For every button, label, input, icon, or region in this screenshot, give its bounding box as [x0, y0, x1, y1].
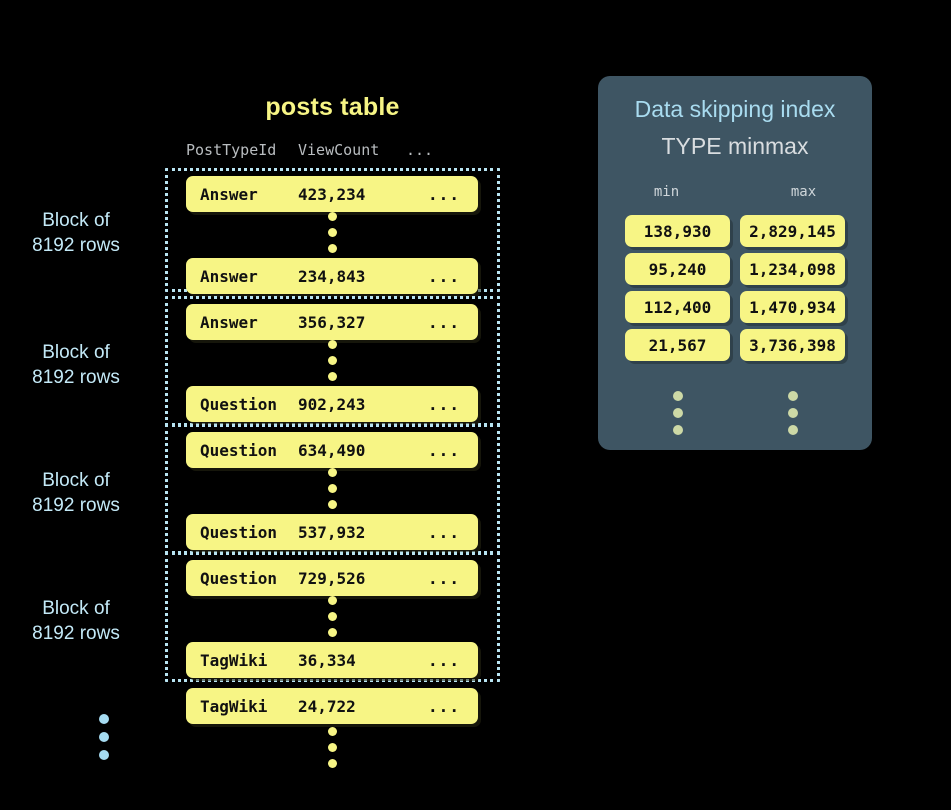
- index-min-value[interactable]: 95,240: [625, 253, 730, 285]
- cell-viewcount: 356,327: [298, 312, 366, 332]
- index-max-value[interactable]: 1,470,934: [740, 291, 845, 323]
- table-bottom-ellipsis-icon: [327, 727, 337, 768]
- block-label-4: Block of 8192 rows: [0, 596, 152, 646]
- blocks-continue-ellipsis-icon: [99, 714, 109, 760]
- index-max-value[interactable]: 2,829,145: [740, 215, 845, 247]
- cell-posttypeid: Answer: [200, 184, 258, 204]
- cell-more: ...: [428, 650, 460, 670]
- table-row[interactable]: Question 729,526 ...: [186, 560, 478, 596]
- cell-more: ...: [428, 440, 460, 460]
- cell-viewcount: 234,843: [298, 266, 366, 286]
- column-header-viewcount: ViewCount: [298, 141, 380, 159]
- cell-viewcount: 634,490: [298, 440, 366, 460]
- index-max-value[interactable]: 1,234,098: [740, 253, 845, 285]
- index-panel-subtitle: TYPE minmax: [661, 133, 809, 159]
- block-label-4-line2: 8192 rows: [32, 623, 120, 644]
- row-ellipsis-icon: [327, 596, 337, 637]
- block-label-1-line2: 8192 rows: [32, 235, 120, 256]
- block-label-3-line1: Block of: [42, 470, 110, 491]
- cell-posttypeid: TagWiki: [200, 650, 268, 670]
- table-row-trailing[interactable]: TagWiki 24,722 ...: [186, 688, 478, 724]
- data-skipping-index-panel: Data skipping index TYPE minmax min max …: [598, 76, 872, 450]
- index-rows-list: 138,930 2,829,145 95,240 1,234,098 112,4…: [625, 215, 845, 361]
- table-row[interactable]: Answer 356,327 ...: [186, 304, 478, 340]
- index-min-value[interactable]: 138,930: [625, 215, 730, 247]
- cell-viewcount: 423,234: [298, 184, 366, 204]
- block-label-2-line1: Block of: [42, 342, 110, 363]
- cell-viewcount: 902,243: [298, 394, 366, 414]
- posts-table-section: posts table PostTypeId ViewCount ... Blo…: [0, 93, 500, 768]
- cell-more: ...: [428, 266, 460, 286]
- index-row: 95,240 1,234,098: [625, 253, 845, 285]
- cell-more: ...: [428, 312, 460, 332]
- cell-posttypeid: Question: [200, 568, 278, 588]
- cell-posttypeid: Question: [200, 522, 278, 542]
- index-ellipsis-row: [625, 391, 845, 435]
- table-row[interactable]: Question 902,243 ...: [186, 386, 478, 422]
- cell-viewcount: 729,526: [298, 568, 366, 588]
- index-column-header-max: max: [790, 184, 817, 200]
- index-max-ellipsis-icon: [740, 391, 845, 435]
- index-column-headers: min max: [598, 184, 872, 200]
- cell-posttypeid: Answer: [200, 312, 258, 332]
- cell-more: ...: [428, 568, 460, 588]
- block-label-3: Block of 8192 rows: [0, 468, 152, 518]
- index-min-ellipsis-icon: [625, 391, 730, 435]
- row-ellipsis-icon: [327, 340, 337, 381]
- column-header-more: ...: [406, 141, 434, 159]
- cell-viewcount: 36,334: [298, 650, 356, 670]
- block-label-4-line1: Block of: [42, 598, 110, 619]
- block-label-1-line1: Block of: [42, 210, 110, 231]
- row-ellipsis-icon: [327, 212, 337, 253]
- cell-more: ...: [428, 394, 460, 414]
- index-row: 112,400 1,470,934: [625, 291, 845, 323]
- index-row: 138,930 2,829,145: [625, 215, 845, 247]
- table-row[interactable]: Answer 234,843 ...: [186, 258, 478, 294]
- cell-more: ...: [428, 522, 460, 542]
- table-row[interactable]: TagWiki 36,334 ...: [186, 642, 478, 678]
- index-max-value[interactable]: 3,736,398: [740, 329, 845, 361]
- table-row[interactable]: Question 634,490 ...: [186, 432, 478, 468]
- index-panel-title: Data skipping index: [634, 96, 836, 122]
- row-ellipsis-icon: [327, 468, 337, 509]
- index-column-header-min: min: [653, 184, 680, 200]
- cell-more: ...: [428, 696, 460, 716]
- table-row[interactable]: Question 537,932 ...: [186, 514, 478, 550]
- cell-posttypeid: Answer: [200, 266, 258, 286]
- index-row: 21,567 3,736,398: [625, 329, 845, 361]
- cell-more: ...: [428, 184, 460, 204]
- cell-posttypeid: Question: [200, 394, 278, 414]
- page-title: posts table: [265, 93, 400, 121]
- cell-posttypeid: Question: [200, 440, 278, 460]
- cell-posttypeid: TagWiki: [200, 696, 268, 716]
- index-min-value[interactable]: 21,567: [625, 329, 730, 361]
- block-label-2-line2: 8192 rows: [32, 367, 120, 388]
- cell-viewcount: 24,722: [298, 696, 356, 716]
- table-row[interactable]: Answer 423,234 ...: [186, 176, 478, 212]
- block-label-3-line2: 8192 rows: [32, 495, 120, 516]
- table-column-headers: PostTypeId ViewCount ...: [186, 140, 478, 160]
- index-min-value[interactable]: 112,400: [625, 291, 730, 323]
- block-label-2: Block of 8192 rows: [0, 340, 152, 390]
- block-frame-4: [165, 552, 500, 682]
- block-label-1: Block of 8192 rows: [0, 208, 152, 258]
- column-header-posttypeid: PostTypeId: [186, 141, 277, 159]
- cell-viewcount: 537,932: [298, 522, 366, 542]
